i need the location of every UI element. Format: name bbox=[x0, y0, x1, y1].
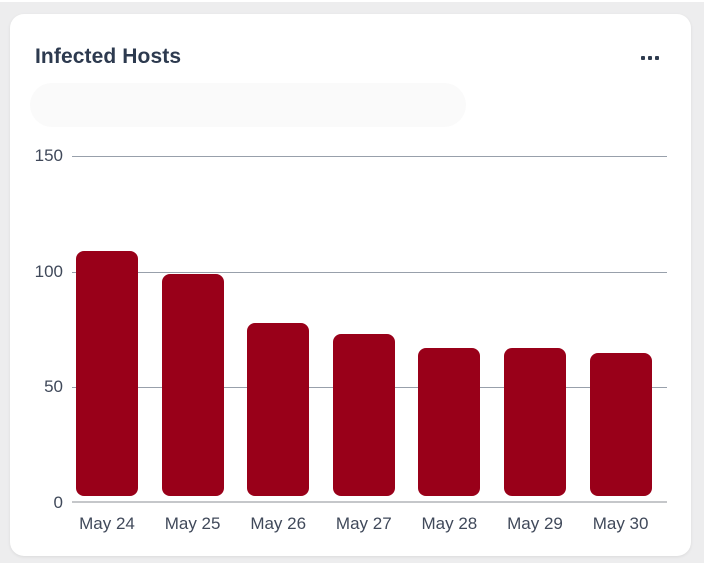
x-axis-line bbox=[72, 501, 667, 503]
x-axis-labels: May 24 May 25 May 26 May 27 May 28 May 29 May … bbox=[72, 514, 667, 538]
x-tick-label-3: May 27 bbox=[335, 514, 392, 533]
bar-may-29[interactable] bbox=[504, 348, 566, 496]
bar-may-24[interactable] bbox=[76, 250, 138, 496]
subtitle-placeholder bbox=[30, 83, 466, 127]
x-tick-label-4: May 28 bbox=[421, 514, 478, 533]
x-tick-label-0: May 24 bbox=[79, 514, 135, 533]
plot-area bbox=[72, 156, 667, 503]
bar-chart: 0 50 100 150 May 24 May 25 May 26 May 27 May 28… bbox=[10, 146, 691, 551]
bar-may-26[interactable] bbox=[247, 322, 310, 496]
card-menu-button[interactable] bbox=[635, 49, 665, 67]
bar-may-30[interactable] bbox=[589, 352, 652, 496]
page-top-strip bbox=[0, 0, 704, 2]
y-tick-label-100: 100 bbox=[34, 261, 63, 281]
bar-may-28[interactable] bbox=[418, 348, 481, 496]
ellipsis-icon bbox=[641, 56, 659, 60]
y-tick-label-50: 50 bbox=[44, 377, 63, 397]
gridline-100 bbox=[72, 271, 667, 273]
y-tick-label-150: 150 bbox=[34, 146, 63, 165]
y-tick-label-0: 0 bbox=[53, 493, 63, 512]
y-axis-labels: 0 50 100 150 bbox=[10, 146, 63, 512]
x-tick-label-5: May 29 bbox=[507, 514, 563, 533]
x-tick-label-2: May 26 bbox=[250, 514, 307, 533]
bar-may-27[interactable] bbox=[332, 334, 395, 496]
card-title: Infected Hosts bbox=[35, 45, 182, 68]
infected-hosts-card: Infected Hosts 0 50 100 150 May 24 May 25 May… bbox=[10, 14, 691, 556]
x-tick-label-6: May 30 bbox=[592, 514, 649, 533]
bar-may-25[interactable] bbox=[161, 273, 224, 496]
gridline-150 bbox=[72, 156, 667, 157]
x-tick-label-1: May 25 bbox=[164, 514, 221, 533]
